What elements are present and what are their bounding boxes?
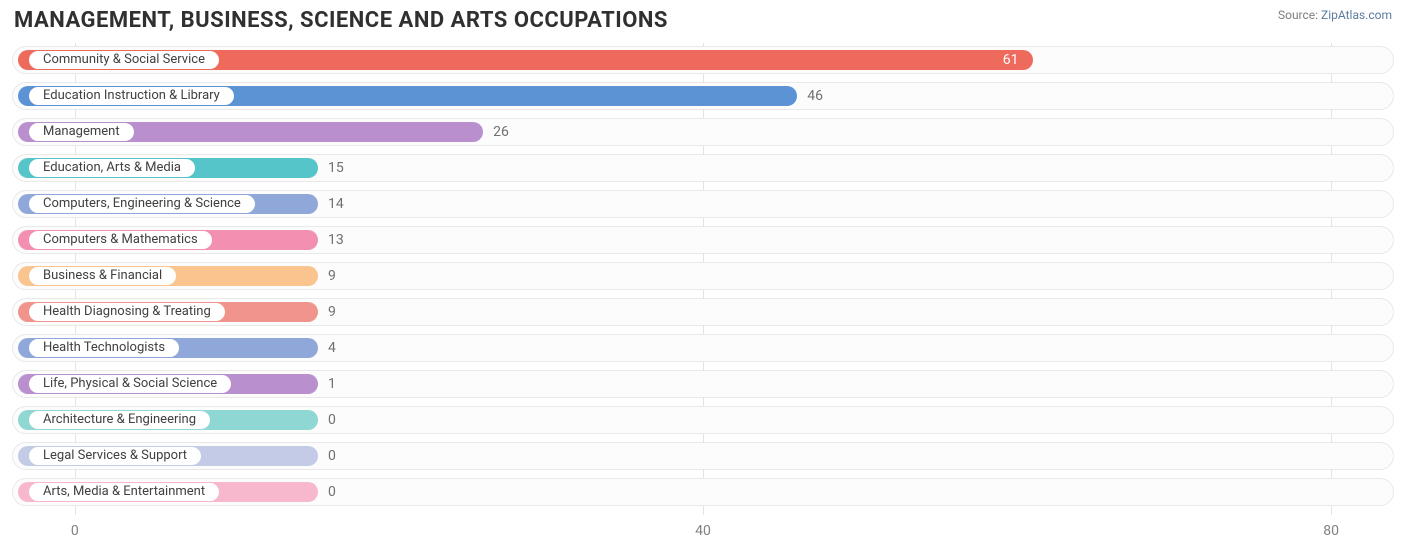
bar-row: Computers & Mathematics 13 bbox=[12, 223, 1394, 257]
bar-row: Life, Physical & Social Science 1 bbox=[12, 367, 1394, 401]
bar-row: Business & Financial 9 bbox=[12, 259, 1394, 293]
x-tick: 0 bbox=[71, 523, 79, 539]
bar-value: 13 bbox=[328, 232, 344, 248]
bar-value: 0 bbox=[328, 484, 336, 500]
bar-row: Architecture & Engineering 0 bbox=[12, 403, 1394, 437]
bar-row: Arts, Media & Entertainment 0 bbox=[12, 475, 1394, 509]
source-label: Source: bbox=[1278, 8, 1318, 22]
bar-label-pill: Health Technologists bbox=[28, 338, 180, 358]
bar-value: 14 bbox=[328, 196, 344, 212]
bar-value: 61 bbox=[1003, 52, 1019, 68]
bar-row: Computers, Engineering & Science 14 bbox=[12, 187, 1394, 221]
chart-area: Community & Social Service 61 Education In… bbox=[12, 43, 1394, 543]
bar-label-pill: Computers & Mathematics bbox=[28, 230, 213, 250]
bar-label-pill: Arts, Media & Entertainment bbox=[28, 482, 220, 502]
chart-title: MANAGEMENT, BUSINESS, SCIENCE AND ARTS O… bbox=[14, 8, 668, 33]
bar-row: Education Instruction & Library 46 bbox=[12, 79, 1394, 113]
bar-row: Health Technologists 4 bbox=[12, 331, 1394, 365]
bar-value: 0 bbox=[328, 412, 336, 428]
bar-value: 9 bbox=[328, 268, 336, 284]
x-tick: 40 bbox=[695, 523, 711, 539]
bar-value: 4 bbox=[328, 340, 336, 356]
bar-value: 46 bbox=[807, 88, 823, 104]
bar-label-pill: Life, Physical & Social Science bbox=[28, 374, 232, 394]
bar-label-pill: Business & Financial bbox=[28, 266, 177, 286]
bar-row: Education, Arts & Media 15 bbox=[12, 151, 1394, 185]
bar-label-pill: Management bbox=[28, 122, 135, 142]
x-axis: 0 40 80 bbox=[12, 523, 1394, 543]
bar-value: 15 bbox=[328, 160, 344, 176]
bar-label-pill: Health Diagnosing & Treating bbox=[28, 302, 226, 322]
source-link[interactable]: ZipAtlas.com bbox=[1321, 8, 1392, 22]
bar-row: Health Diagnosing & Treating 9 bbox=[12, 295, 1394, 329]
bar-row: Community & Social Service 61 bbox=[12, 43, 1394, 77]
x-tick: 80 bbox=[1323, 523, 1339, 539]
chart-header: MANAGEMENT, BUSINESS, SCIENCE AND ARTS O… bbox=[0, 0, 1406, 37]
bar-label-pill: Computers, Engineering & Science bbox=[28, 194, 256, 214]
bar-row: Legal Services & Support 0 bbox=[12, 439, 1394, 473]
plot-region: Community & Social Service 61 Education In… bbox=[12, 43, 1394, 515]
bar-value: 9 bbox=[328, 304, 336, 320]
bar-value: 26 bbox=[493, 124, 509, 140]
bar-row: Management 26 bbox=[12, 115, 1394, 149]
source-attribution: Source: ZipAtlas.com bbox=[1278, 8, 1392, 22]
bar-label-pill: Architecture & Engineering bbox=[28, 410, 211, 430]
bar-value: 0 bbox=[328, 448, 336, 464]
bar-label-pill: Community & Social Service bbox=[28, 50, 220, 70]
bar-label-pill: Education Instruction & Library bbox=[28, 86, 235, 106]
bar-label-pill: Education, Arts & Media bbox=[28, 158, 196, 178]
bar-value: 1 bbox=[328, 376, 336, 392]
bar-label-pill: Legal Services & Support bbox=[28, 446, 202, 466]
